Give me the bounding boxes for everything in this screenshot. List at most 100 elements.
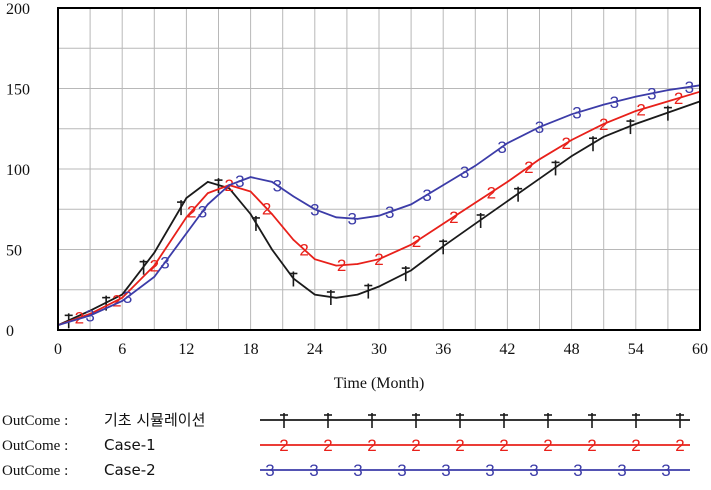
series-marker bbox=[626, 119, 635, 135]
legend-marker: 2 bbox=[455, 436, 464, 455]
data-point bbox=[121, 300, 123, 302]
series-marker: 2 bbox=[374, 250, 383, 269]
data-point bbox=[570, 113, 573, 116]
y-tick-label: 200 bbox=[6, 1, 30, 18]
data-point bbox=[89, 309, 91, 312]
legend-marker: 3 bbox=[529, 461, 538, 480]
legend-marker: 2 bbox=[631, 436, 640, 455]
data-point bbox=[335, 264, 338, 267]
legend-marker: 2 bbox=[411, 436, 420, 455]
series-marker bbox=[663, 105, 672, 121]
legend-label: Case-2 bbox=[104, 461, 156, 479]
data-point bbox=[335, 297, 338, 299]
data-point bbox=[474, 164, 477, 167]
series-marker bbox=[326, 289, 335, 305]
legend-marker: 3 bbox=[661, 461, 670, 480]
series-marker: 3 bbox=[198, 203, 207, 222]
legend-marker: 3 bbox=[265, 461, 274, 480]
legend-marker: 3 bbox=[441, 461, 450, 480]
x-tick-label: 30 bbox=[371, 341, 387, 358]
legend-marker bbox=[456, 413, 464, 428]
legend-marker bbox=[588, 413, 596, 428]
data-point bbox=[153, 276, 156, 278]
legend: OutCome : 기초 시뮬레이션 OutCome : Case-1 2 2 2 2 2 2 2 2… bbox=[2, 411, 690, 480]
series-marker: 3 bbox=[422, 186, 431, 205]
data-point bbox=[667, 89, 669, 91]
x-tick-label: 54 bbox=[628, 341, 644, 358]
series-marker bbox=[439, 239, 448, 255]
series-marker: 2 bbox=[599, 115, 608, 134]
data-point bbox=[570, 155, 573, 157]
series-3: 3 3 3 3 3 3 3 3 3 3 3 3 3 3 3 3 3 bbox=[57, 78, 701, 327]
series-marker: 2 bbox=[674, 89, 683, 108]
data-point bbox=[292, 195, 295, 198]
legend-variable: OutCome : bbox=[2, 413, 68, 429]
series-marker: 3 bbox=[535, 118, 544, 137]
y-axis-ticks: 0 50 100 150 200 bbox=[6, 1, 30, 340]
series-marker bbox=[401, 266, 410, 282]
legend-marker: 2 bbox=[587, 436, 596, 455]
legend-marker: 3 bbox=[397, 461, 406, 480]
legend-marker bbox=[632, 413, 640, 428]
data-point bbox=[207, 192, 209, 194]
data-point bbox=[356, 293, 359, 296]
data-point bbox=[89, 314, 91, 317]
x-axis-title: Time (Month) bbox=[334, 375, 425, 392]
data-point bbox=[602, 136, 605, 138]
data-point bbox=[410, 269, 412, 272]
legend-marker: 2 bbox=[323, 436, 332, 455]
legend-marker: 2 bbox=[499, 436, 508, 455]
data-point bbox=[249, 190, 252, 193]
series-marker: 3 bbox=[160, 253, 169, 272]
x-tick-label: 60 bbox=[692, 341, 708, 358]
series-line bbox=[57, 90, 701, 327]
series-marker: 2 bbox=[337, 256, 346, 275]
series-marker: 2 bbox=[262, 199, 271, 218]
series-marker: 3 bbox=[647, 84, 656, 103]
data-point bbox=[185, 197, 188, 199]
x-tick-label: 6 bbox=[118, 341, 126, 358]
plot-frame bbox=[57, 7, 701, 331]
data-point bbox=[410, 243, 412, 246]
series-marker: 2 bbox=[187, 202, 196, 221]
y-tick-label: 0 bbox=[6, 323, 14, 340]
series-marker bbox=[589, 136, 597, 152]
series-marker: 2 bbox=[524, 158, 533, 177]
series-marker bbox=[177, 200, 186, 216]
legend-marker: 3 bbox=[485, 461, 494, 480]
legend-label: 기초 시뮬레이션 bbox=[104, 411, 205, 429]
series-marker bbox=[364, 283, 373, 299]
data-point bbox=[292, 239, 295, 241]
series-marker: 3 bbox=[685, 78, 694, 97]
data-point bbox=[474, 202, 477, 204]
data-point bbox=[506, 142, 509, 145]
data-point bbox=[228, 187, 230, 190]
data-point bbox=[121, 293, 123, 296]
y-tick-label: 50 bbox=[6, 243, 22, 260]
data-point bbox=[506, 200, 509, 202]
series-marker: 3 bbox=[123, 288, 132, 307]
series-marker: 2 bbox=[636, 100, 645, 119]
series-marker bbox=[214, 178, 223, 194]
x-tick-label: 0 bbox=[54, 341, 62, 358]
data-point bbox=[538, 158, 541, 161]
series-marker bbox=[514, 186, 523, 202]
data-point bbox=[314, 258, 316, 260]
data-point bbox=[153, 264, 156, 267]
data-point bbox=[271, 213, 273, 215]
data-point bbox=[538, 126, 541, 128]
legend-marker bbox=[500, 413, 508, 428]
data-point bbox=[506, 181, 509, 183]
x-tick-label: 24 bbox=[307, 341, 323, 358]
series-line bbox=[57, 84, 701, 327]
data-point bbox=[89, 313, 91, 315]
legend-variable: OutCome : bbox=[2, 463, 68, 479]
data-point bbox=[249, 213, 252, 215]
legend-marker bbox=[544, 413, 552, 428]
data-point bbox=[314, 293, 316, 296]
data-point bbox=[635, 123, 637, 125]
legend-marker: 2 bbox=[543, 436, 552, 455]
legend-marker: 3 bbox=[353, 461, 362, 480]
legend-marker: 3 bbox=[309, 461, 318, 480]
